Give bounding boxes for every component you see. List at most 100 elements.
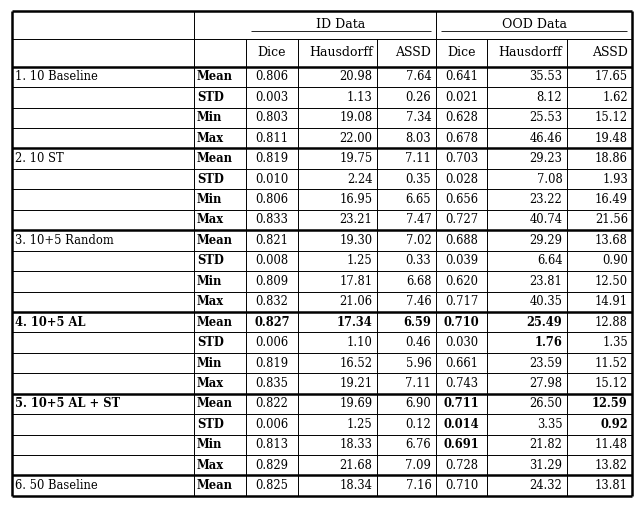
Text: 46.46: 46.46 [529,132,563,145]
Text: 0.832: 0.832 [255,295,289,308]
Text: 5. 10+5 AL + ST: 5. 10+5 AL + ST [15,397,120,411]
Text: 0.008: 0.008 [255,255,289,267]
Text: 7.34: 7.34 [406,111,431,124]
Text: Min: Min [197,111,222,124]
Text: 0.806: 0.806 [255,70,289,83]
Text: 13.68: 13.68 [595,234,628,247]
Text: 24.32: 24.32 [529,479,563,492]
Text: 15.12: 15.12 [595,111,628,124]
Text: 21.82: 21.82 [529,438,563,451]
Text: Max: Max [197,214,224,226]
Text: 0.628: 0.628 [445,111,478,124]
Text: 1. 10 Baseline: 1. 10 Baseline [15,70,98,83]
Text: 16.95: 16.95 [339,193,372,206]
Text: 40.35: 40.35 [529,295,563,308]
Text: 14.91: 14.91 [595,295,628,308]
Text: 7.16: 7.16 [406,479,431,492]
Text: 2. 10 ST: 2. 10 ST [15,152,64,165]
Text: 6.68: 6.68 [406,275,431,288]
Text: 8.12: 8.12 [537,91,563,104]
Text: 16.49: 16.49 [595,193,628,206]
Text: STD: STD [197,418,224,431]
Text: 23.22: 23.22 [529,193,563,206]
Text: 0.35: 0.35 [406,173,431,185]
Text: 3. 10+5 Random: 3. 10+5 Random [15,234,114,247]
Text: 25.53: 25.53 [529,111,563,124]
Text: 19.08: 19.08 [339,111,372,124]
Text: 0.030: 0.030 [445,336,478,349]
Text: 23.21: 23.21 [340,214,372,226]
Text: 6.65: 6.65 [406,193,431,206]
Text: 18.33: 18.33 [340,438,372,451]
Text: 23.59: 23.59 [529,357,563,370]
Text: 0.028: 0.028 [445,173,478,185]
Text: 8.03: 8.03 [406,132,431,145]
Text: 0.819: 0.819 [255,152,289,165]
Text: Max: Max [197,132,224,145]
Text: 20.98: 20.98 [340,70,372,83]
Text: 0.688: 0.688 [445,234,478,247]
Text: 26.50: 26.50 [529,397,563,411]
Text: 0.728: 0.728 [445,459,478,472]
Text: 0.806: 0.806 [255,193,289,206]
Text: 11.52: 11.52 [595,357,628,370]
Text: Min: Min [197,438,222,451]
Text: Mean: Mean [197,479,233,492]
Text: Dice: Dice [258,46,286,59]
Text: 21.06: 21.06 [340,295,372,308]
Text: 6.76: 6.76 [406,438,431,451]
Text: 25.49: 25.49 [527,316,563,329]
Text: STD: STD [197,336,224,349]
Text: Dice: Dice [447,46,476,59]
Text: 0.661: 0.661 [445,357,478,370]
Text: Mean: Mean [197,152,233,165]
Text: 1.25: 1.25 [347,418,372,431]
Text: 40.74: 40.74 [529,214,563,226]
Text: 1.25: 1.25 [347,255,372,267]
Text: 0.12: 0.12 [406,418,431,431]
Text: 0.641: 0.641 [445,70,478,83]
Text: 1.93: 1.93 [602,173,628,185]
Text: 1.13: 1.13 [347,91,372,104]
Text: 16.52: 16.52 [340,357,372,370]
Text: 4. 10+5 AL: 4. 10+5 AL [15,316,86,329]
Text: 0.46: 0.46 [406,336,431,349]
Text: 15.12: 15.12 [595,377,628,390]
Text: 6.64: 6.64 [537,255,563,267]
Text: 0.821: 0.821 [255,234,289,247]
Text: 19.48: 19.48 [595,132,628,145]
Text: 7.46: 7.46 [406,295,431,308]
Text: 29.23: 29.23 [529,152,563,165]
Text: 0.727: 0.727 [445,214,478,226]
Text: Min: Min [197,275,222,288]
Text: Max: Max [197,295,224,308]
Text: 0.006: 0.006 [255,418,289,431]
Text: 27.98: 27.98 [529,377,563,390]
Text: 0.021: 0.021 [445,91,478,104]
Text: 7.11: 7.11 [405,377,431,390]
Text: STD: STD [197,91,224,104]
Text: 0.819: 0.819 [255,357,289,370]
Text: 7.47: 7.47 [406,214,431,226]
Text: 13.81: 13.81 [595,479,628,492]
Text: 0.33: 0.33 [406,255,431,267]
Text: 0.717: 0.717 [445,295,478,308]
Text: ASSD: ASSD [396,46,431,59]
Text: 0.26: 0.26 [406,91,431,104]
Text: 12.59: 12.59 [592,397,628,411]
Text: STD: STD [197,255,224,267]
Text: 0.829: 0.829 [255,459,289,472]
Text: 0.835: 0.835 [255,377,289,390]
Text: 7.11: 7.11 [405,152,431,165]
Text: 0.833: 0.833 [255,214,289,226]
Text: 0.703: 0.703 [445,152,478,165]
Text: 7.02: 7.02 [406,234,431,247]
Text: 12.88: 12.88 [595,316,628,329]
Text: 0.691: 0.691 [444,438,479,451]
Text: Mean: Mean [197,70,233,83]
Text: 1.35: 1.35 [602,336,628,349]
Text: 0.006: 0.006 [255,336,289,349]
Text: 7.09: 7.09 [405,459,431,472]
Text: Mean: Mean [197,234,233,247]
Text: 0.743: 0.743 [445,377,478,390]
